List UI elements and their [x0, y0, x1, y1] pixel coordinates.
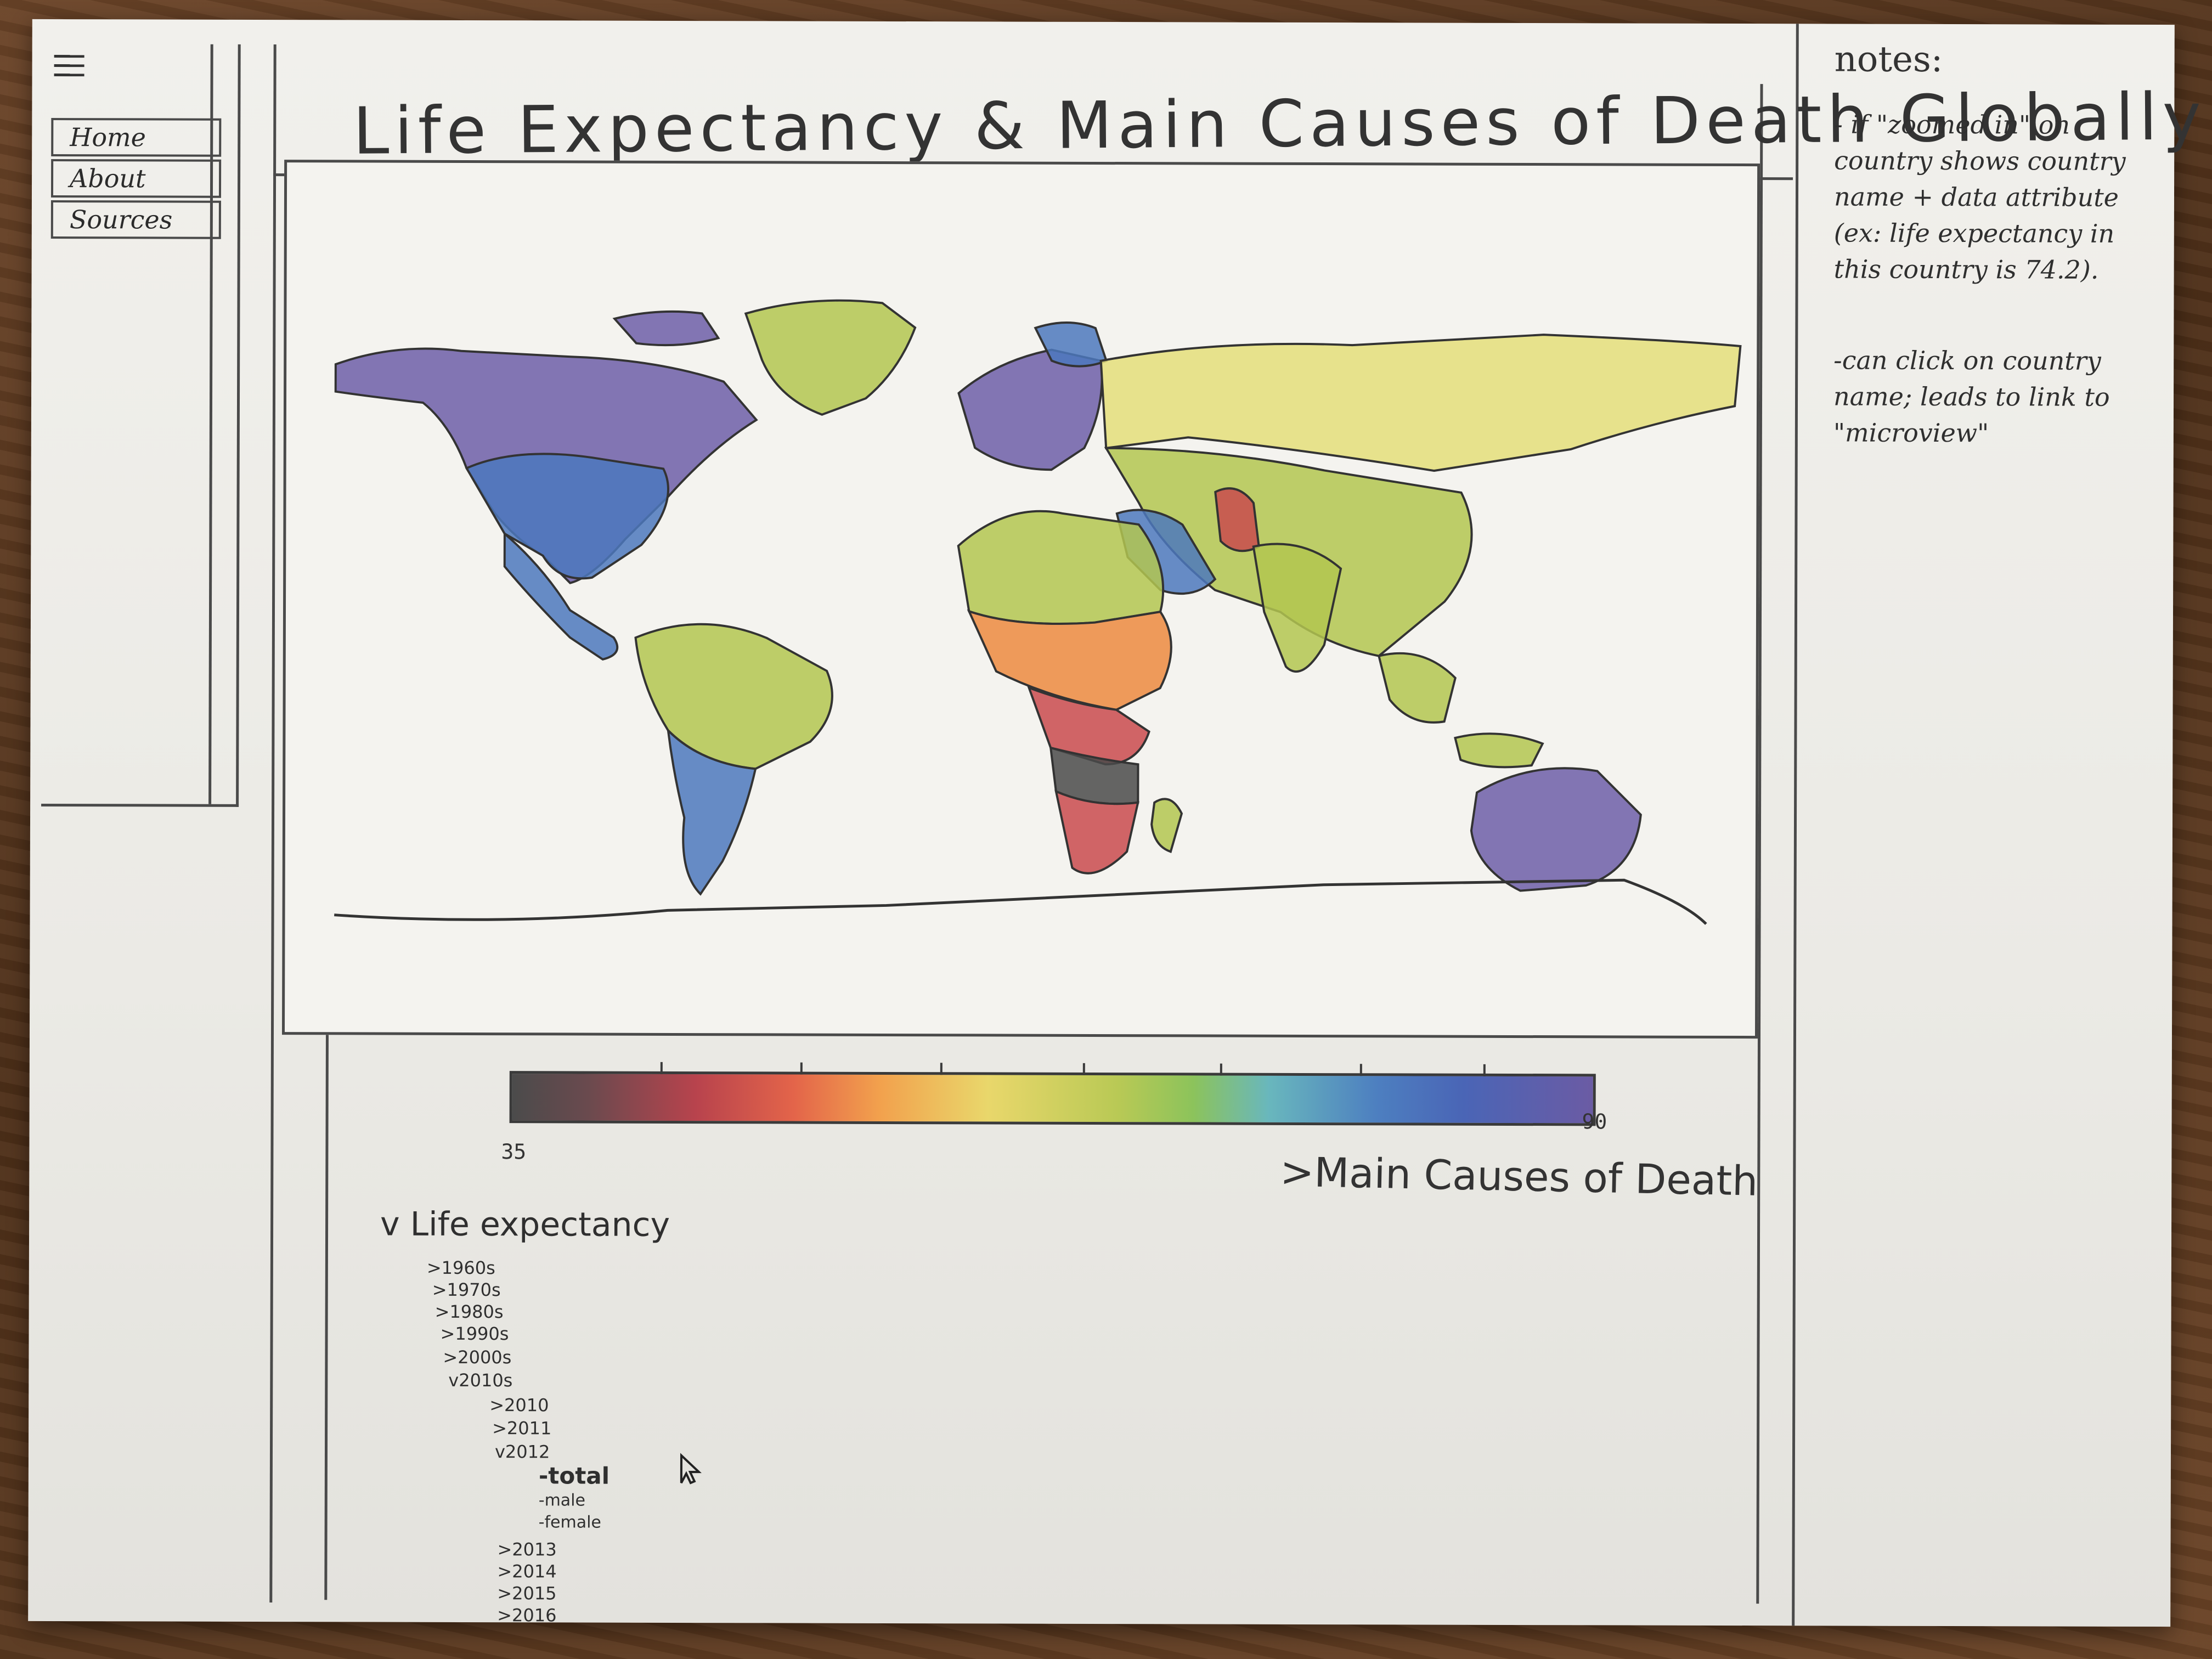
region-australia[interactable] [1470, 767, 1642, 892]
hamburger-menu-icon[interactable] [54, 54, 84, 80]
note-click-country: -can click on country name; leads to lin… [1833, 345, 2110, 448]
legend-tick [1082, 1063, 1085, 1075]
tree-decade-2000s[interactable]: >2000s [443, 1346, 512, 1368]
color-scale-legend [509, 1062, 1596, 1126]
wireframe-sheet: Home About Sources Life Expectancy & Mai… [28, 19, 2207, 1627]
legend-tick [660, 1062, 663, 1074]
legend-min-label: 35 [501, 1139, 527, 1164]
region-south-america-west[interactable] [667, 727, 757, 896]
tree-year-2013[interactable]: >2013 [497, 1539, 557, 1560]
tree-option-female[interactable]: -female [538, 1513, 601, 1532]
region-madagascar[interactable] [1150, 798, 1183, 853]
region-india[interactable] [1252, 543, 1342, 673]
nav-item-sources[interactable]: Sources [50, 200, 221, 239]
tree-root-life-expectancy[interactable]: v Life expectancy [380, 1205, 670, 1244]
world-map[interactable] [281, 160, 1760, 1039]
tree-option-total[interactable]: -total [538, 1462, 610, 1489]
world-map-drawing [334, 299, 1742, 925]
page-title: Life Expectancy & Main Causes of Death G… [352, 78, 2207, 169]
nav-item-home[interactable]: Home [51, 117, 222, 157]
region-west-africa[interactable] [967, 609, 1172, 711]
notes-panel: notes: - if "zoomed in" on country shows… [1816, 24, 2172, 1627]
main-causes-of-death-toggle[interactable]: >Main Causes of Death [1279, 1148, 1758, 1205]
tree-option-male[interactable]: -male [538, 1491, 586, 1510]
region-indonesia[interactable] [1454, 732, 1544, 769]
notes-title: notes: [1834, 39, 1943, 81]
content-left-border [269, 44, 276, 1603]
tree-year-2016[interactable]: >2016 [497, 1605, 557, 1626]
region-mexico[interactable] [503, 531, 619, 661]
region-south-africa[interactable] [1054, 789, 1139, 874]
lower-panel-left-border [324, 1035, 329, 1600]
tree-decade-2010s[interactable]: v2010s [448, 1369, 513, 1391]
nav-item-about[interactable]: About [50, 159, 222, 198]
legend-tick [1220, 1063, 1222, 1076]
tree-decade-1970s[interactable]: >1970s [432, 1279, 501, 1301]
tree-year-2012[interactable]: v2012 [494, 1441, 550, 1463]
region-russia[interactable] [1099, 334, 1742, 472]
region-southeast-asia[interactable] [1377, 652, 1457, 724]
arrow-cursor-icon [680, 1453, 702, 1485]
region-south-america-north[interactable] [634, 623, 833, 770]
region-europe[interactable] [957, 348, 1103, 471]
tree-decade-1960s[interactable]: >1960s [426, 1257, 495, 1279]
region-north-africa[interactable] [957, 510, 1165, 625]
legend-tick [800, 1062, 803, 1075]
tree-year-2015[interactable]: >2015 [497, 1583, 557, 1604]
region-greenland[interactable] [744, 299, 917, 416]
legend-tick [1359, 1064, 1362, 1076]
tree-year-2011[interactable]: >2011 [492, 1418, 552, 1439]
tree-year-2010[interactable]: >2010 [489, 1395, 549, 1416]
region-usa[interactable] [465, 453, 669, 580]
legend-tick [1483, 1064, 1486, 1076]
tree-decade-1990s[interactable]: >1990s [440, 1323, 509, 1345]
note-zoom: - if "zoomed in" on country shows countr… [1833, 109, 2126, 285]
legend-tick [940, 1063, 943, 1075]
tree-decade-1980s[interactable]: >1980s [435, 1301, 504, 1323]
legend-max-label: 90 [1582, 1109, 1607, 1134]
antarctica-outline [334, 878, 1707, 925]
region-arctic-islands[interactable] [612, 310, 720, 347]
tree-year-2014[interactable]: >2014 [497, 1561, 557, 1582]
notes-divider [1792, 24, 1799, 1626]
